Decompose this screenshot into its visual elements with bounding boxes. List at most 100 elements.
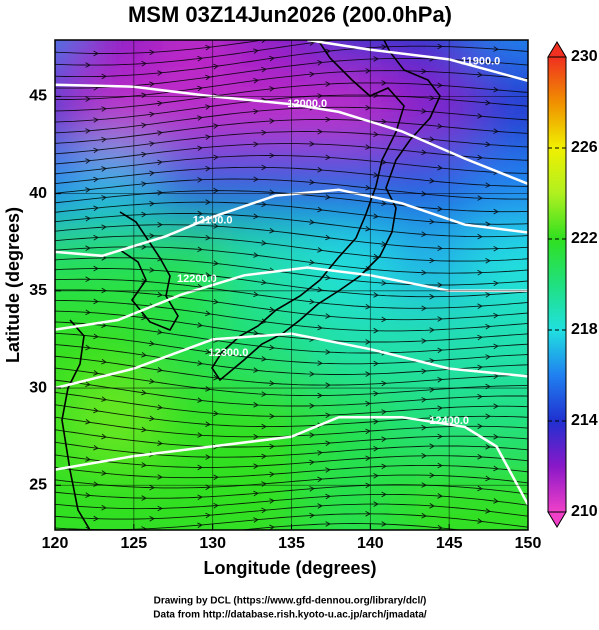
streamline	[55, 40, 267, 54]
streamline	[55, 391, 528, 417]
streamline	[55, 82, 528, 112]
stream-arrow	[325, 274, 331, 281]
stream-arrow	[381, 491, 387, 498]
stream-arrow	[381, 200, 387, 207]
colorbar: 210 214 218 222 226 230	[547, 41, 598, 528]
stream-arrow	[149, 484, 155, 491]
contour-line	[55, 188, 528, 258]
colorbar-tick-label: 218	[571, 321, 598, 338]
stream-arrow	[101, 396, 107, 402]
stream-arrow	[429, 503, 435, 509]
stream-arrow	[205, 421, 211, 428]
streamline	[55, 235, 528, 262]
stream-arrow	[437, 347, 443, 354]
streamline	[55, 45, 528, 78]
stream-arrow	[317, 247, 323, 253]
stream-arrow	[101, 358, 107, 365]
stream-arrow	[493, 343, 499, 350]
streamline	[55, 40, 339, 66]
stream-arrow	[493, 403, 499, 409]
stream-arrow	[269, 86, 275, 92]
stream-arrow	[309, 512, 315, 519]
stream-arrow	[325, 234, 331, 241]
streamline	[55, 332, 528, 365]
stream-arrow	[253, 108, 259, 115]
stream-arrow	[437, 123, 443, 129]
stream-arrow	[149, 340, 155, 347]
stream-arrow	[253, 463, 259, 469]
streamline	[55, 106, 528, 134]
stream-arrow	[261, 453, 267, 460]
stream-arrow	[477, 154, 483, 161]
stream-arrow	[205, 454, 211, 460]
stream-arrow	[381, 436, 387, 442]
stream-arrow	[421, 231, 427, 238]
stream-arrow	[93, 370, 99, 376]
stream-arrow	[381, 80, 387, 86]
stream-arrow	[437, 82, 443, 89]
stream-arrow	[269, 118, 275, 124]
stream-arrow	[141, 389, 147, 396]
stream-arrow	[429, 415, 435, 421]
x-tick-label: 120	[42, 535, 69, 552]
stream-arrow	[205, 348, 211, 355]
stream-arrow	[213, 63, 219, 70]
stream-arrow	[157, 70, 163, 76]
contour-label: 12200.0	[177, 273, 217, 285]
stream-arrow	[477, 393, 483, 400]
stream-arrow	[157, 100, 163, 107]
stream-arrow	[85, 245, 91, 251]
stream-arrow	[317, 476, 323, 483]
stream-arrow	[213, 474, 219, 481]
stream-arrow	[485, 221, 491, 227]
stream-arrow	[269, 413, 275, 419]
stream-arrow	[325, 349, 331, 355]
stream-arrow	[269, 380, 275, 387]
stream-arrow	[477, 485, 483, 492]
stream-arrow	[325, 382, 331, 388]
stream-arrow	[373, 445, 379, 452]
stream-arrow	[437, 405, 443, 411]
stream-arrow	[493, 128, 499, 134]
streamline	[55, 474, 528, 489]
streamline	[55, 278, 528, 309]
colorbar-max-arrow	[547, 41, 567, 58]
y-tick-label: 25	[29, 476, 47, 493]
stream-arrow	[493, 465, 499, 472]
streamline	[55, 178, 528, 200]
stream-arrow	[85, 419, 91, 425]
stream-arrow	[325, 521, 331, 527]
stream-arrow	[157, 474, 163, 480]
stream-arrow	[205, 44, 211, 51]
stream-arrow	[213, 154, 219, 161]
contour-label: 12000.0	[287, 98, 327, 110]
streamline	[55, 268, 528, 298]
stream-arrow	[149, 141, 155, 147]
stream-arrow	[253, 291, 259, 298]
streamline	[55, 464, 528, 479]
streamline	[55, 441, 528, 458]
stream-arrow	[157, 329, 163, 335]
stream-arrow	[213, 260, 219, 267]
stream-arrow	[213, 187, 219, 194]
stream-arrow	[205, 512, 211, 519]
stream-arrow	[325, 412, 331, 419]
stream-arrow	[429, 293, 435, 300]
stream-arrow	[141, 181, 147, 187]
stream-arrow	[205, 386, 211, 392]
stream-arrow	[101, 504, 107, 511]
stream-arrow	[429, 136, 435, 143]
stream-arrow	[213, 410, 219, 417]
stream-arrow	[213, 298, 219, 305]
x-tick-label: 150	[515, 535, 542, 552]
stream-arrow	[149, 170, 155, 177]
stream-arrow	[421, 368, 427, 375]
contour-label: 11900.0	[461, 55, 500, 67]
stream-arrow	[85, 309, 91, 316]
contour-line	[307, 40, 528, 83]
stream-arrow	[253, 434, 259, 440]
stream-arrow	[485, 292, 491, 298]
stream-arrow	[373, 418, 379, 425]
stream-arrow	[197, 177, 203, 183]
stream-arrow	[325, 440, 331, 447]
